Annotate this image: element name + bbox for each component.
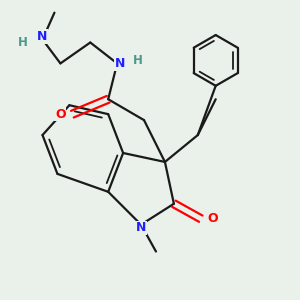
Text: N: N (136, 221, 146, 234)
Text: N: N (37, 30, 48, 43)
Text: O: O (207, 212, 218, 225)
Text: O: O (55, 108, 66, 121)
Text: H: H (18, 36, 28, 49)
Text: N: N (115, 57, 125, 70)
Text: H: H (133, 54, 143, 67)
